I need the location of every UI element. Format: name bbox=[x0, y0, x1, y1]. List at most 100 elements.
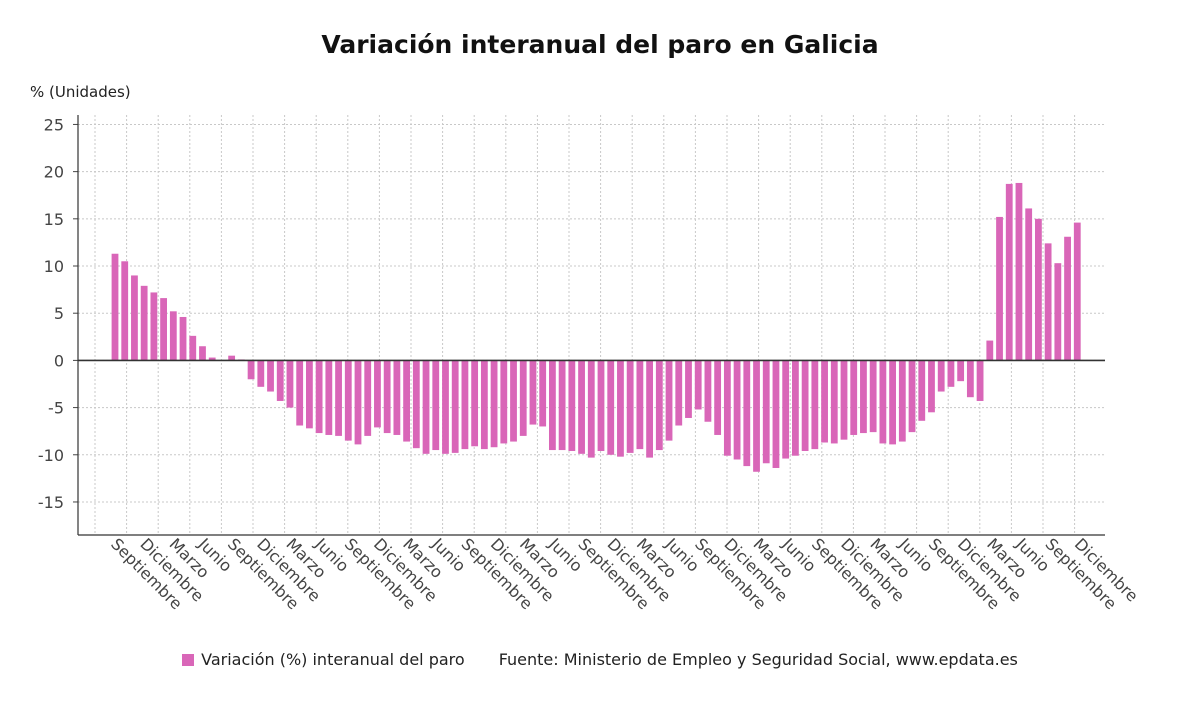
legend-label: Variación (%) interanual del paro bbox=[201, 650, 465, 669]
bar bbox=[879, 360, 887, 444]
bar bbox=[743, 360, 751, 467]
bar bbox=[889, 360, 896, 445]
bar bbox=[626, 360, 634, 453]
bar bbox=[772, 360, 780, 468]
bar bbox=[451, 360, 459, 453]
bar bbox=[568, 360, 576, 451]
bar bbox=[966, 360, 974, 398]
bar bbox=[500, 360, 508, 444]
bar bbox=[1044, 243, 1052, 361]
bar bbox=[665, 360, 673, 441]
bar bbox=[432, 360, 440, 451]
bar bbox=[1025, 208, 1033, 361]
bar bbox=[286, 360, 294, 408]
bar bbox=[208, 357, 216, 361]
bar bbox=[636, 360, 644, 450]
bar bbox=[140, 285, 148, 361]
bar bbox=[169, 311, 177, 361]
bar bbox=[801, 360, 809, 451]
bar bbox=[267, 360, 274, 392]
bar bbox=[412, 360, 420, 449]
bar bbox=[869, 360, 877, 433]
bar bbox=[597, 360, 605, 451]
bar bbox=[1015, 182, 1023, 361]
bar bbox=[685, 360, 692, 418]
y-tick-label: 20 bbox=[44, 163, 64, 182]
y-axis-label: % (Unidades) bbox=[30, 83, 131, 101]
bar bbox=[996, 216, 1003, 361]
bar bbox=[723, 360, 731, 456]
bar bbox=[1064, 236, 1071, 361]
bar bbox=[976, 360, 984, 401]
bar bbox=[753, 360, 760, 472]
bar bbox=[519, 360, 527, 436]
bar bbox=[811, 360, 819, 450]
bar bbox=[1035, 218, 1042, 361]
bar bbox=[714, 360, 722, 435]
bar bbox=[160, 298, 167, 361]
y-tick-label: 25 bbox=[44, 115, 64, 134]
bar bbox=[908, 360, 916, 433]
bar bbox=[704, 360, 712, 422]
bar bbox=[374, 360, 381, 428]
bar bbox=[558, 360, 566, 451]
bar bbox=[199, 346, 206, 361]
bar bbox=[928, 360, 935, 413]
y-tick-label: -15 bbox=[38, 493, 64, 512]
bar bbox=[850, 360, 858, 435]
y-tick-label: 0 bbox=[54, 351, 64, 370]
bar bbox=[510, 360, 517, 442]
y-tick-label: 15 bbox=[44, 210, 64, 229]
bar bbox=[655, 360, 663, 451]
bar bbox=[1054, 263, 1062, 361]
chart-title: Variación interanual del paro en Galicia bbox=[321, 30, 879, 59]
bar bbox=[131, 275, 138, 361]
bar bbox=[490, 360, 498, 448]
bar bbox=[840, 360, 848, 440]
bar bbox=[422, 360, 430, 454]
bar bbox=[578, 360, 585, 454]
bar bbox=[539, 360, 547, 427]
bar bbox=[480, 360, 488, 450]
legend-swatch bbox=[182, 653, 195, 666]
bar bbox=[549, 360, 556, 451]
bar bbox=[296, 360, 304, 426]
bar bbox=[179, 316, 187, 361]
legend: Variación (%) interanual del paro Fuente… bbox=[0, 650, 1200, 669]
bar bbox=[383, 360, 391, 434]
bar bbox=[821, 360, 828, 443]
bar bbox=[587, 360, 595, 458]
bar bbox=[364, 360, 372, 436]
y-tick-label: 5 bbox=[54, 304, 64, 323]
bar bbox=[344, 360, 352, 441]
y-tick-label: -10 bbox=[38, 446, 64, 465]
bar bbox=[150, 292, 158, 361]
bar bbox=[461, 360, 469, 450]
bar bbox=[111, 253, 119, 361]
bar bbox=[228, 355, 236, 361]
bar bbox=[762, 360, 770, 464]
bar bbox=[694, 360, 702, 410]
bar bbox=[898, 360, 906, 442]
bar bbox=[830, 360, 838, 444]
bar bbox=[860, 360, 867, 434]
bar bbox=[733, 360, 741, 460]
bar bbox=[675, 360, 683, 426]
bar bbox=[792, 360, 799, 456]
bar bbox=[121, 261, 129, 361]
bar bbox=[325, 360, 333, 435]
bar bbox=[607, 360, 615, 455]
bar bbox=[189, 335, 197, 361]
y-tick-label: 10 bbox=[44, 257, 64, 276]
bar bbox=[529, 360, 537, 425]
bar bbox=[646, 360, 653, 458]
bar bbox=[306, 360, 313, 429]
y-tick-label: -5 bbox=[48, 399, 64, 418]
bar bbox=[782, 360, 790, 459]
bar bbox=[247, 360, 255, 380]
bar bbox=[957, 360, 965, 382]
bar bbox=[315, 360, 323, 434]
bar bbox=[918, 360, 926, 421]
bar bbox=[442, 360, 449, 454]
